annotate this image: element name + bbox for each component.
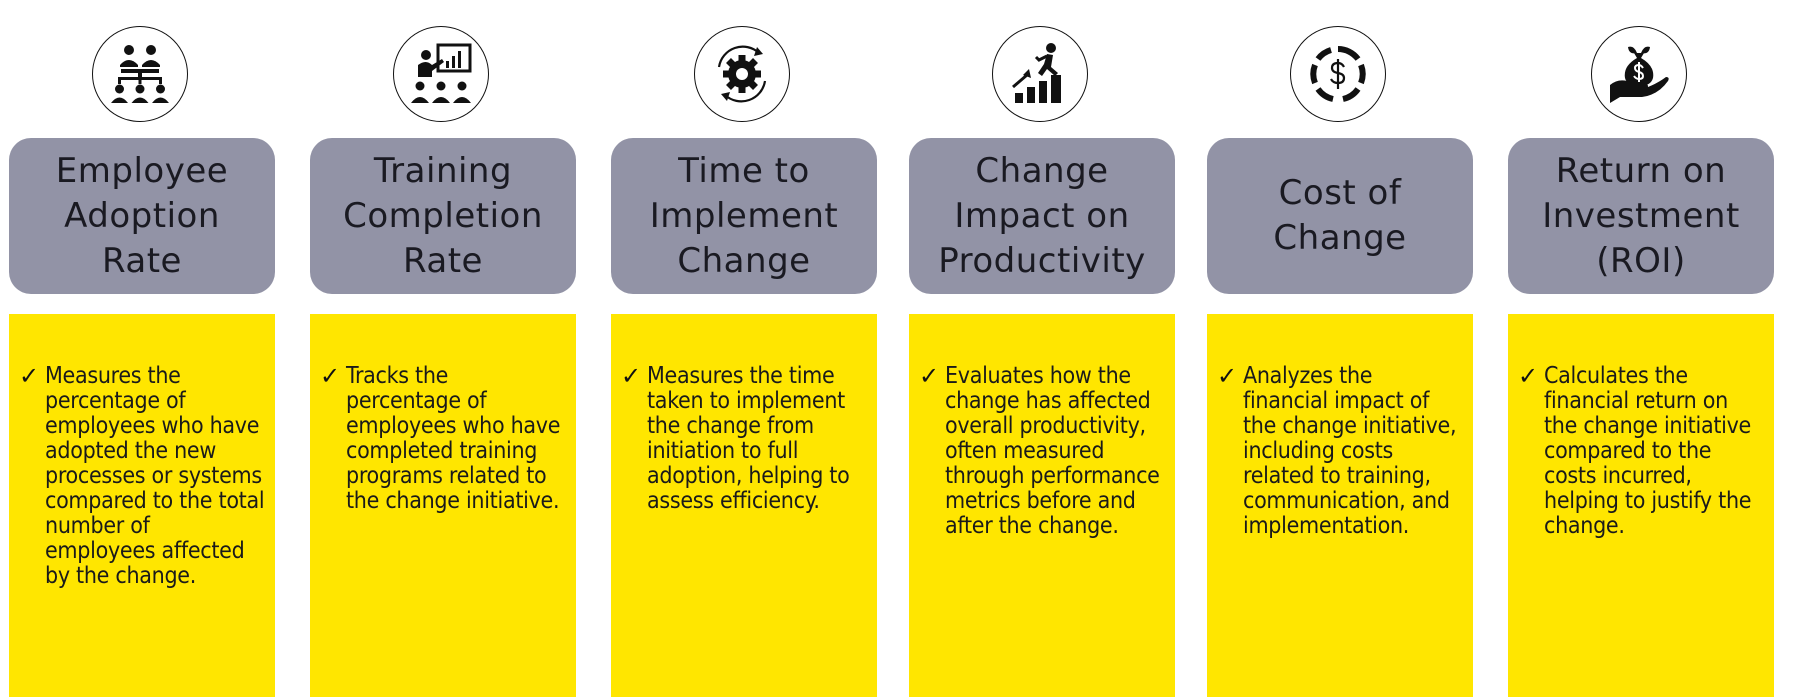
title-line: Adoption [64, 195, 220, 236]
description-item: ✓ Tracks the percentage of employees who… [320, 364, 566, 514]
checkmark-icon: ✓ [1217, 362, 1238, 390]
title-line: Investment [1542, 195, 1740, 236]
metric-description-box: ✓ Calculates the financial return on the… [1508, 314, 1774, 697]
metric-description: Measures the time taken to implement the… [647, 363, 850, 514]
title-line: Change [677, 240, 811, 281]
checkmark-icon: ✓ [1518, 362, 1539, 390]
title-line: Change [1273, 218, 1407, 258]
title-line: Training [373, 150, 513, 191]
metric-description: Tracks the percentage of employees who h… [346, 363, 561, 514]
metric-description: Calculates the financial return on the c… [1544, 363, 1752, 539]
title-line: Impact on [954, 195, 1130, 236]
metric-description: Analyzes the financial impact of the cha… [1243, 363, 1457, 539]
metric-title: Time to Implement Change [611, 138, 877, 294]
title-line: Rate [102, 240, 182, 281]
title-line: Implement [649, 195, 839, 236]
metric-title: Employee Adoption Rate [9, 138, 275, 294]
metric-description-box: ✓ Measures the time taken to implement t… [611, 314, 877, 697]
title-line: Change [975, 150, 1109, 191]
metric-title: Training Completion Rate [310, 138, 576, 294]
title-line: Productivity [938, 240, 1146, 281]
metric-description-box: ✓ Tracks the percentage of employees who… [310, 314, 576, 697]
description-item: ✓ Analyzes the financial impact of the c… [1217, 364, 1463, 539]
presentation-training-icon [393, 26, 489, 122]
money-bag-hand-icon [1591, 26, 1687, 122]
checkmark-icon: ✓ [320, 362, 341, 390]
growth-stairs-icon [992, 26, 1088, 122]
metric-title: Cost of Change [1207, 138, 1473, 294]
description-item: ✓ Measures the percentage of employees w… [19, 364, 265, 589]
checkmark-icon: ✓ [19, 362, 40, 390]
description-item: ✓ Measures the time taken to implement t… [621, 364, 867, 514]
checkmark-icon: ✓ [919, 362, 940, 390]
dollar-cycle-icon [1290, 26, 1386, 122]
description-item: ✓ Evaluates how the change has affected … [919, 364, 1165, 539]
metric-description: Evaluates how the change has affected ov… [945, 363, 1160, 539]
title-line: Time to [678, 150, 810, 191]
title-line: Return on [1555, 150, 1727, 191]
title-line: Rate [403, 240, 483, 281]
metric-description-box: ✓ Measures the percentage of employees w… [9, 314, 275, 697]
description-item: ✓ Calculates the financial return on the… [1518, 364, 1764, 539]
title-line: Cost of [1278, 173, 1402, 213]
checkmark-icon: ✓ [621, 362, 642, 390]
title-line: (ROI) [1596, 240, 1686, 281]
title-line: Employee [55, 150, 229, 191]
metric-title: Change Impact on Productivity [909, 138, 1175, 294]
metric-title: Return on Investment (ROI) [1508, 138, 1774, 294]
title-line: Completion [343, 195, 543, 236]
metric-description-box: ✓ Analyzes the financial impact of the c… [1207, 314, 1473, 697]
gear-cycle-icon [694, 26, 790, 122]
metric-description-box: ✓ Evaluates how the change has affected … [909, 314, 1175, 697]
org-hierarchy-icon [92, 26, 188, 122]
metric-description: Measures the percentage of employees who… [45, 363, 265, 589]
